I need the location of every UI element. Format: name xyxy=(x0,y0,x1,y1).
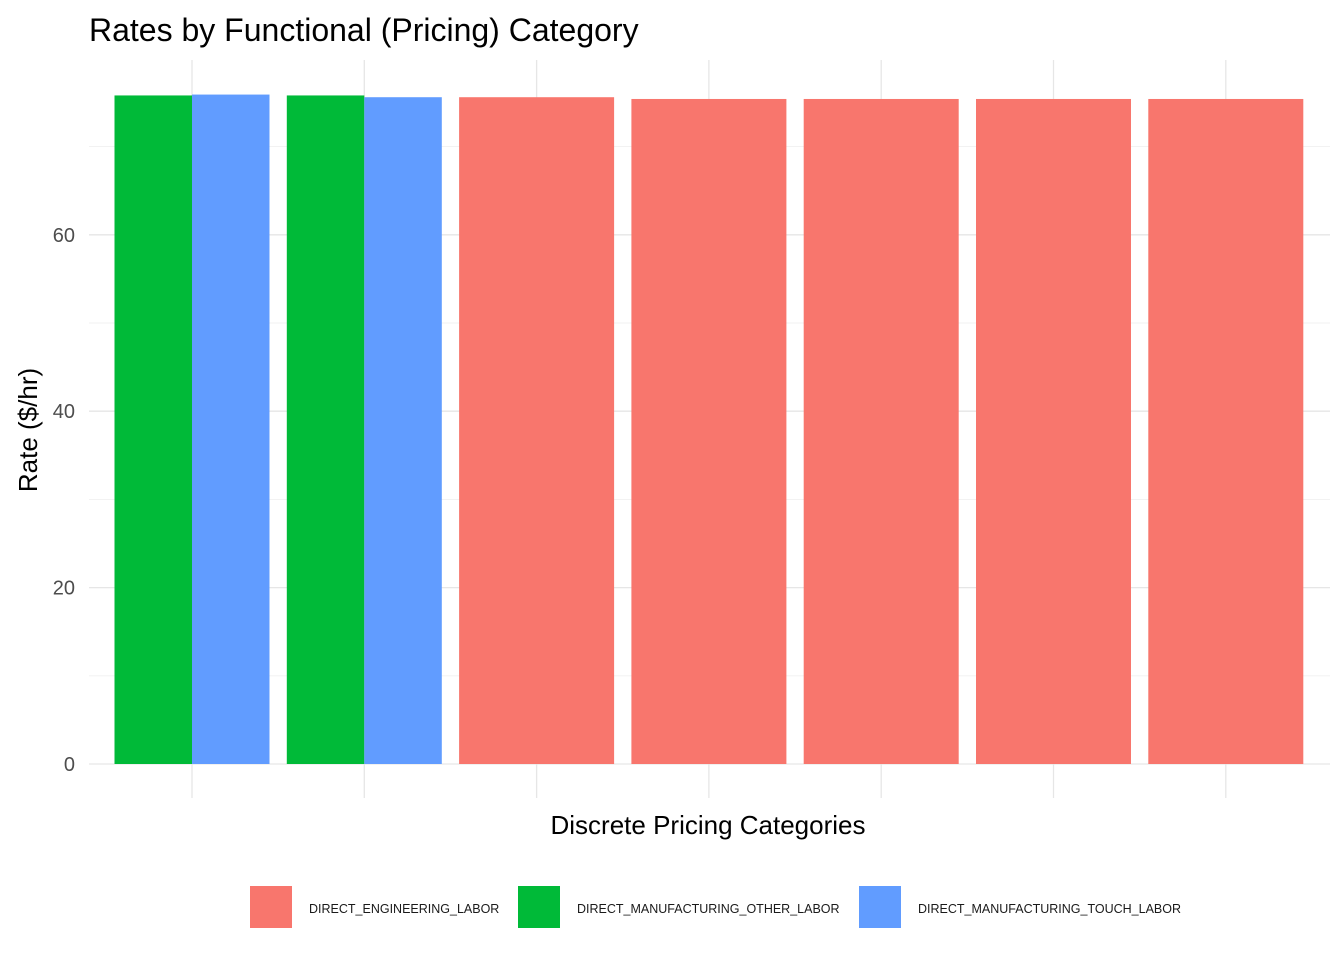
bar xyxy=(114,95,192,765)
legend-swatch xyxy=(518,886,560,928)
bar xyxy=(1148,98,1304,765)
y-axis-ticks: 0 20 40 60 xyxy=(53,225,75,776)
bar xyxy=(192,94,270,764)
legend: DIRECT_ENGINEERING_LABOR DIRECT_MANUFACTU… xyxy=(250,886,1181,928)
legend-label: DIRECT_ENGINEERING_LABOR xyxy=(309,902,499,916)
legend-swatch xyxy=(859,886,901,928)
y-tick-label: 20 xyxy=(53,578,75,600)
y-tick-label: 60 xyxy=(53,225,75,247)
y-axis-title: Rate ($/hr) xyxy=(13,368,43,492)
legend-swatch xyxy=(250,886,292,928)
legend-label: DIRECT_MANUFACTURING_OTHER_LABOR xyxy=(577,902,840,916)
bar xyxy=(364,97,442,764)
bar xyxy=(803,98,959,765)
y-tick-label: 0 xyxy=(64,754,75,776)
y-tick-label: 40 xyxy=(53,401,75,423)
legend-label: DIRECT_MANUFACTURING_TOUCH_LABOR xyxy=(918,902,1181,916)
bars xyxy=(114,94,1304,765)
bar xyxy=(631,98,787,765)
bar xyxy=(459,97,615,764)
x-axis-title: Discrete Pricing Categories xyxy=(550,810,865,840)
chart-title: Rates by Functional (Pricing) Category xyxy=(89,12,639,48)
bar xyxy=(286,95,365,765)
bar xyxy=(976,98,1131,765)
